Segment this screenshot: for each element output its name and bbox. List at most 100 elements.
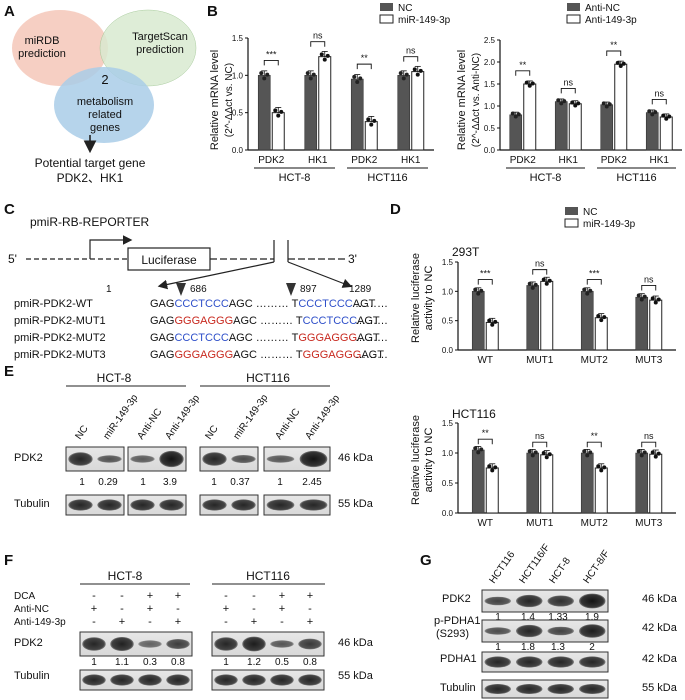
category-label: MUT1 [526,355,554,366]
f-sign: + [307,590,313,602]
targetscan-circle [99,9,197,87]
significance-bracket [560,87,576,94]
blot-band [110,636,134,652]
group-label: HCT116 [616,172,656,184]
g-row-tubulin: Tubulin [440,682,476,694]
d-bot-ylabel-1: Relative luciferase [410,415,422,505]
f-sign: + [223,603,229,615]
target-genes-label: PDK2、HK1 [57,171,124,185]
data-point [639,297,644,302]
g-row-ppdha1-2: (S293) [436,628,469,640]
blot-band [68,452,93,466]
data-point [487,318,492,323]
category-label: HK1 [308,155,328,166]
blot-band [270,674,294,686]
data-point [588,450,593,455]
e-blots: 1 0.29 1 3.9 1 0.37 1 2.45 [65,446,331,516]
e-cell-hct8: HCT-8 [97,371,132,385]
pos-end: 1289 [349,284,372,295]
data-point [604,104,609,109]
data-point [305,71,310,76]
g-blot-ppdha1 [481,619,609,643]
blot-band [484,683,511,695]
bar-NC [471,449,485,514]
blot-band [202,499,227,511]
panel-label-b: B [207,3,218,20]
bar-miR-149-3p [411,71,425,151]
category-label: MUT3 [635,518,663,529]
f-sign: + [147,590,153,602]
f-kda-46: 46 kDa [338,637,374,649]
category-label: MUT3 [635,355,663,366]
y-tick-label: 1.0 [232,71,244,80]
g-quant-value: 1 [495,612,501,623]
blot-band [110,674,134,686]
data-point [667,114,672,119]
bar-NC [526,285,540,351]
metabolism-label-3: genes [90,122,120,134]
e-cell-hct116: HCT116 [246,371,290,385]
data-point [372,118,377,123]
g-quant-value: 1.4 [521,612,535,623]
e-lane-label: Anti-NC [273,407,302,442]
chart-b-left: 0.0 0.5 1.0 1.5 *** PDK2 ns HK1 ** PDK2 ns HK1 HCT-8… [232,31,434,184]
data-point [273,108,278,113]
data-point [476,450,481,455]
y-tick-label: 1.5 [442,419,454,428]
construct-row-dots: ……… [355,315,388,327]
panel-label-a: A [4,3,15,20]
g-kda-42a: 42 kDa [642,622,678,634]
data-point [279,109,284,114]
bar-NC [304,75,318,151]
g-kda-46: 46 kDa [642,593,678,605]
blot-band [270,640,294,648]
g-quant-value: 2 [589,642,595,653]
data-point [487,464,492,469]
e-row-tubulin: Tubulin [14,498,50,510]
data-point [527,449,532,454]
category-label: HK1 [559,155,579,166]
data-point [621,61,626,66]
potential-target-label: Potential target gene [35,156,146,170]
data-point [588,288,593,293]
category-label: PDK2 [510,155,537,166]
legend-b-left: NC miR-149-3p [379,3,451,26]
data-point [533,282,538,287]
significance-bracket [641,441,657,448]
significance-label: *** [266,49,277,59]
data-point [322,57,327,62]
data-point [412,67,417,72]
significance-label: *** [480,269,491,279]
mirdb-circle [12,10,108,86]
group-label: HCT-8 [279,172,311,184]
blot-band [138,640,162,648]
chart-b-right: 0.0 0.5 1.0 1.5 2.0 2.5 ** PDK2 ns HK1 ** PDK2 ns HK1… [484,36,682,184]
construct-row-dots: ……… [355,298,388,310]
e-kda-55: 55 kDa [338,498,374,510]
significance-label: ns [644,431,654,441]
metabolism-label-2: related [88,109,122,121]
legend-swatch-mir [379,14,394,24]
data-point [530,453,535,458]
data-point [369,122,374,127]
site2-marker [286,283,296,296]
d-top-ylabel-2: activity to NC [423,266,435,331]
data-point [527,83,532,88]
f-sign: - [224,616,228,628]
significance-bracket [403,56,419,62]
construct-row-name: pmiR-PDK2-MUT2 [14,332,106,344]
data-point [599,318,604,323]
f-quant-value: 0.3 [143,657,157,668]
g-kda-55: 55 kDa [642,682,678,694]
bar-miR-149-3p [594,467,608,514]
category-label: PDK2 [258,155,285,166]
data-point [259,71,264,76]
e-kda-46: 46 kDa [338,452,374,464]
e-quant-value: 0.29 [98,477,118,488]
y-tick-label: 0.5 [232,109,244,118]
data-point [541,451,546,455]
construct-row-dots: ……… [355,349,388,361]
data-point [615,60,620,65]
significance-bracket [310,41,326,47]
